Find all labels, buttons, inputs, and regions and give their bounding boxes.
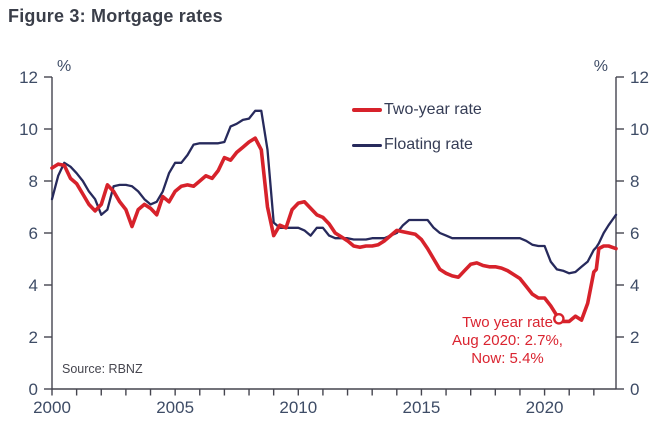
y-tick-label-right: 10 [630, 120, 649, 139]
x-tick-label: 2010 [279, 398, 317, 417]
y-tick-label-right: 2 [630, 328, 639, 347]
legend-label-two-year-rate: Two-year rate [384, 101, 482, 118]
y-tick-label-left: 8 [29, 172, 38, 191]
legend-item-two-year-rate: Two-year rate [352, 100, 482, 120]
x-tick-label: 2000 [33, 398, 71, 417]
annotation-line-1: Two year rate [462, 314, 553, 331]
chart-legend: Two-year rate Floating rate [352, 100, 482, 170]
percent-label-right: % [594, 58, 608, 75]
y-tick-label-right: 0 [630, 380, 639, 399]
y-tick-label-left: 2 [29, 328, 38, 347]
x-tick-label: 2005 [156, 398, 194, 417]
y-tick-label-left: 12 [19, 68, 38, 87]
legend-label-floating-rate: Floating rate [384, 136, 473, 153]
aug-2020-marker [553, 312, 565, 325]
y-tick-label-right: 6 [630, 224, 639, 243]
two-year-rate-line [50, 136, 618, 324]
y-tick-label-right: 12 [630, 68, 649, 87]
x-tick-label: 2020 [526, 398, 564, 417]
floating-rate-line [50, 109, 618, 275]
annotation-line-2: Aug 2020: 2.7%, [452, 332, 563, 349]
y-tick-label-left: 10 [19, 120, 38, 139]
aug-2020-annotation: Two year rate Aug 2020: 2.7%, Now: 5.4% [410, 314, 605, 368]
annotation-line-3: Now: 5.4% [471, 350, 544, 367]
y-tick-label-left: 4 [29, 276, 38, 295]
y-tick-label-left: 0 [29, 380, 38, 399]
legend-item-floating-rate: Floating rate [352, 135, 482, 155]
figure-title: Figure 3: Mortgage rates [8, 6, 223, 26]
y-tick-label-left: 6 [29, 224, 38, 243]
floating-rate-line-swatch [352, 143, 382, 147]
y-tick-label-right: 8 [630, 172, 639, 191]
y-tick-label-right: 4 [630, 276, 639, 295]
two-year-rate-line-swatch [352, 107, 382, 113]
percent-label-left: % [57, 58, 71, 75]
source-note: Source: RBNZ [62, 362, 143, 376]
x-tick-label: 2015 [403, 398, 441, 417]
